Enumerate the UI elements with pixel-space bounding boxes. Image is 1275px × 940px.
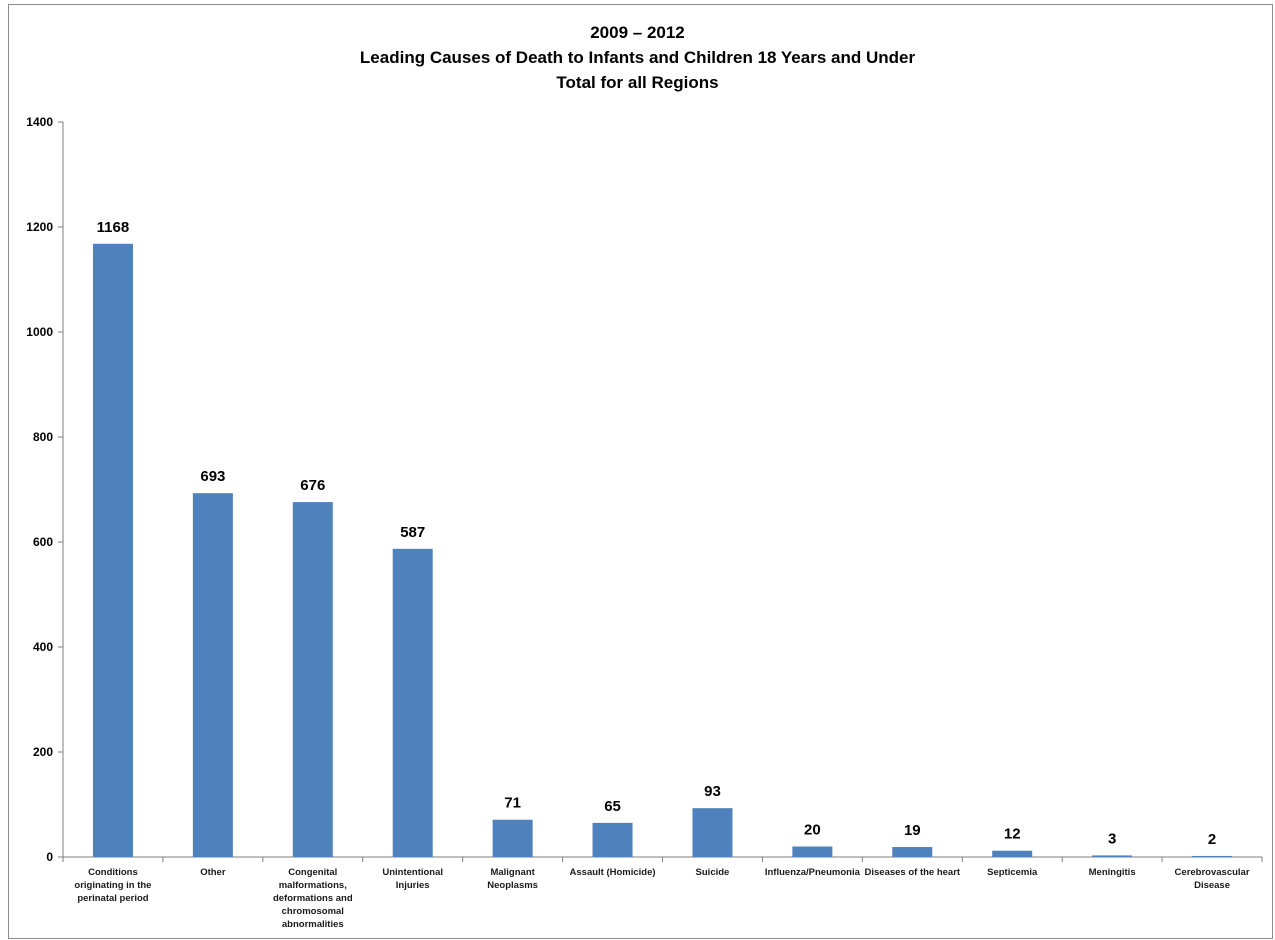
data-label: 20 <box>804 822 821 839</box>
category-label-line: Assault (Homicide) <box>570 867 656 878</box>
data-label: 693 <box>200 468 225 485</box>
category-label: Influenza/Pneumonia <box>765 867 861 878</box>
y-tick-label: 1400 <box>26 115 53 129</box>
category-label: Other <box>200 867 226 878</box>
bar <box>392 548 433 857</box>
bar <box>1092 855 1133 857</box>
bar <box>592 822 633 857</box>
chart-title: 2009 – 2012 Leading Causes of Death to I… <box>0 20 1275 95</box>
data-label: 19 <box>904 822 921 839</box>
data-label: 65 <box>604 798 621 815</box>
category-label: Cerebrovascular Disease <box>1175 867 1250 891</box>
category-label-line: malformations, <box>279 880 347 891</box>
bar <box>192 493 233 857</box>
chart-title-line-2: Leading Causes of Death to Infants and C… <box>359 48 916 67</box>
category-label-line: perinatal period <box>77 893 148 904</box>
chart-title-line-3: Total for all Regions <box>556 73 719 92</box>
category-label-line: Suicide <box>696 867 730 878</box>
category-label-line: Diseases of the heart <box>865 867 961 878</box>
data-label: 93 <box>704 783 721 800</box>
category-label: Malignant Neoplasms <box>487 867 538 891</box>
category-label-line: Unintentional <box>382 867 443 878</box>
category-label: Congenital malformations, deformations and… <box>273 867 353 930</box>
data-label: 3 <box>1108 830 1116 847</box>
bar <box>92 243 133 858</box>
data-label: 2 <box>1208 831 1216 848</box>
category-label-line: Meningitis <box>1089 867 1136 878</box>
category-label-line: Injuries <box>396 880 430 891</box>
category-label-line: Malignant <box>490 867 535 878</box>
category-label: Conditions originating in the perinatal pe… <box>74 867 151 904</box>
bar <box>792 846 833 857</box>
category-label-line: Disease <box>1194 880 1230 891</box>
category-label-line: Congenital <box>288 867 337 878</box>
data-label: 12 <box>1004 826 1021 843</box>
bar <box>892 847 933 857</box>
category-label-line: Neoplasms <box>487 880 538 891</box>
y-tick-label: 1000 <box>26 325 53 339</box>
bar <box>692 808 733 857</box>
category-label-line: Other <box>200 867 226 878</box>
category-label-line: Influenza/Pneumonia <box>765 867 861 878</box>
bars <box>92 243 1233 858</box>
data-label: 676 <box>300 477 325 494</box>
data-label: 71 <box>504 795 521 812</box>
y-axis: 0 200 400 600 800 1000 1200 1400 <box>26 115 64 864</box>
chart-title-line-1: 2009 – 2012 <box>590 23 685 42</box>
y-tick-label: 200 <box>33 745 53 759</box>
y-tick-label: 600 <box>33 535 53 549</box>
data-label: 1168 <box>97 219 130 236</box>
category-label-line: Septicemia <box>987 867 1038 878</box>
y-tick-label: 0 <box>46 850 53 864</box>
category-label-line: Conditions <box>88 867 138 878</box>
category-label: Diseases of the heart <box>865 867 961 878</box>
bar <box>992 850 1033 857</box>
bar <box>492 819 533 857</box>
category-label: Septicemia <box>987 867 1038 878</box>
bar <box>1192 855 1233 857</box>
category-label-line: chromosomal <box>282 906 344 917</box>
category-label-line: Cerebrovascular <box>1175 867 1250 878</box>
category-label-line: abnormalities <box>282 919 344 930</box>
category-label-line: deformations and <box>273 893 353 904</box>
x-axis <box>62 856 1263 862</box>
y-tick-label: 400 <box>33 640 53 654</box>
category-label: Suicide <box>696 867 730 878</box>
category-labels: Conditions originating in the perinatal pe… <box>74 867 1249 930</box>
data-labels: 1168 693 676 587 71 65 93 20 19 12 3 2 <box>97 219 1217 848</box>
category-label: Assault (Homicide) <box>570 867 656 878</box>
category-label: Meningitis <box>1089 867 1136 878</box>
y-tick-label: 1200 <box>26 220 53 234</box>
bar <box>292 502 333 857</box>
category-label: Unintentional Injuries <box>382 867 443 891</box>
y-tick-label: 800 <box>33 430 53 444</box>
category-label-line: originating in the <box>74 880 151 891</box>
data-label: 587 <box>400 524 425 541</box>
